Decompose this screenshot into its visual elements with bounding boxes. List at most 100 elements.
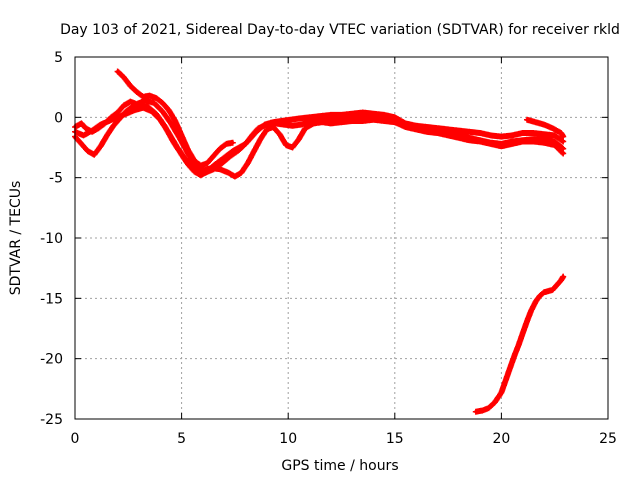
data-point — [546, 289, 550, 293]
data-point — [329, 121, 333, 125]
data-point — [307, 115, 312, 119]
data-point — [116, 69, 120, 74]
data-point — [318, 114, 322, 118]
y-tick-label: -5 — [49, 171, 63, 187]
data-point — [141, 95, 145, 99]
data-point — [425, 130, 429, 134]
data-point — [297, 116, 301, 121]
data-point — [169, 121, 173, 125]
data-points — [72, 68, 567, 415]
data-point — [510, 142, 514, 146]
data-point — [288, 118, 292, 122]
data-point — [263, 122, 267, 127]
data-point — [561, 275, 565, 279]
x-tick-label: 10 — [279, 431, 297, 447]
data-point — [233, 174, 237, 179]
data-point — [152, 101, 156, 105]
data-point — [550, 126, 555, 130]
data-point — [361, 110, 365, 115]
data-point — [393, 115, 397, 119]
data-point — [135, 90, 139, 94]
data-point — [525, 319, 529, 323]
data-point — [516, 343, 521, 347]
data-point — [258, 137, 263, 141]
data-point — [150, 109, 154, 113]
y-tick-label: 0 — [54, 110, 63, 126]
data-point — [371, 118, 376, 122]
data-point — [278, 132, 282, 136]
data-point — [489, 142, 493, 146]
series-6 — [472, 273, 567, 415]
data-point — [218, 147, 222, 151]
data-point — [239, 171, 243, 175]
x-tick-label: 15 — [386, 431, 404, 447]
data-point — [158, 118, 162, 122]
data-point — [237, 148, 241, 152]
data-point — [533, 120, 538, 124]
data-point — [457, 136, 461, 140]
data-point — [467, 138, 472, 142]
data-point — [143, 98, 147, 103]
data-point — [79, 142, 83, 146]
series-3 — [72, 97, 567, 176]
data-point — [446, 133, 450, 138]
data-point — [130, 104, 135, 109]
data-point — [246, 139, 250, 144]
data-point — [199, 173, 203, 177]
data-point — [487, 406, 491, 410]
data-point — [175, 145, 179, 150]
chart-title: Day 103 of 2021, Sidereal Day-to-day VTE… — [60, 22, 620, 38]
data-point — [116, 110, 120, 115]
data-point — [329, 113, 333, 117]
data-point — [559, 131, 563, 135]
data-point — [320, 120, 324, 124]
data-point — [339, 120, 344, 124]
data-point — [148, 94, 152, 98]
y-tick-label: -10 — [40, 231, 63, 247]
data-point — [254, 130, 258, 134]
data-point — [96, 126, 101, 130]
data-point — [312, 121, 316, 125]
axis-ticks: 0 5 10 15 20 25 -25 -20 -15 -10 -5 0 5 — [40, 50, 617, 447]
data-point — [135, 102, 139, 106]
data-point — [510, 133, 514, 138]
data-point — [553, 133, 557, 138]
data-point — [561, 135, 565, 139]
data-point — [218, 167, 222, 171]
data-point — [561, 151, 565, 156]
data-point — [521, 139, 525, 144]
data-point — [531, 139, 535, 144]
data-point — [224, 142, 228, 146]
data-point — [205, 161, 209, 165]
data-point — [529, 308, 533, 312]
data-point — [478, 139, 482, 144]
data-point — [265, 127, 269, 131]
data-point — [167, 131, 171, 135]
data-point — [542, 141, 546, 145]
data-point — [111, 124, 115, 128]
data-point — [371, 112, 376, 116]
data-point — [361, 119, 365, 123]
data-point — [508, 366, 512, 370]
data-point — [542, 122, 546, 127]
data-point — [474, 410, 478, 414]
data-point — [122, 103, 126, 107]
data-point — [246, 161, 250, 165]
x-tick-label: 5 — [177, 431, 186, 447]
data-point — [229, 154, 233, 158]
data-point — [290, 145, 295, 150]
data-point — [446, 127, 450, 131]
y-tick-label: -20 — [40, 352, 63, 368]
data-point — [435, 126, 440, 130]
data-point — [81, 133, 86, 138]
data-point — [550, 288, 555, 292]
data-point — [504, 378, 508, 382]
data-point — [128, 100, 133, 104]
data-point — [393, 120, 397, 124]
data-point — [512, 354, 516, 358]
data-point — [533, 300, 538, 304]
data-point — [425, 125, 429, 129]
data-point — [290, 124, 295, 128]
data-point — [186, 148, 190, 152]
